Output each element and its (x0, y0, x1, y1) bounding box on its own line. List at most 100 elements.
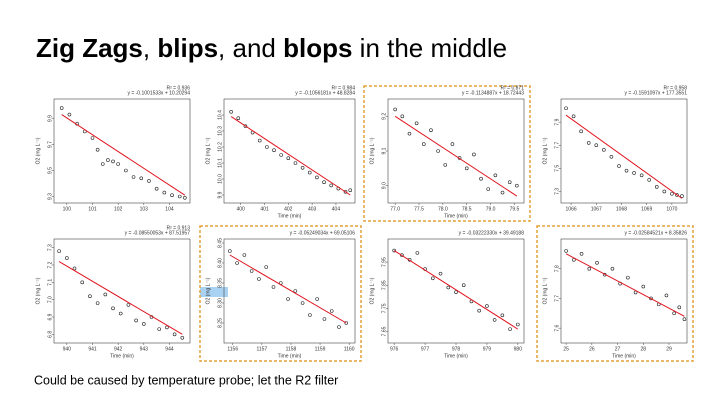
data-point (472, 152, 476, 157)
fit-equation: y = -0.03222330x + 39.49188 (459, 230, 525, 236)
plot-frame (223, 238, 356, 344)
x-tick-label: 977 (421, 346, 430, 352)
data-point (639, 173, 644, 178)
y-axis-label: O2 (mg L⁻¹) (35, 137, 41, 164)
x-tick-label: 103 (140, 206, 149, 212)
y-tick-label: 7.3 (554, 188, 560, 195)
data-point (344, 321, 349, 325)
x-tick-label: 102 (114, 206, 123, 212)
data-point (564, 106, 568, 111)
data-point (177, 194, 182, 199)
x-tick-label: 940 (63, 346, 72, 352)
data-point (265, 145, 269, 149)
data-point (147, 179, 151, 183)
data-point (300, 301, 305, 305)
data-point (343, 190, 348, 194)
data-point (111, 159, 115, 164)
data-point (170, 193, 174, 197)
data-point (479, 176, 483, 181)
y-tick-label: 8.40 (217, 258, 223, 268)
data-point (392, 248, 396, 253)
data-point (57, 249, 61, 253)
data-point (632, 171, 636, 175)
data-point (103, 292, 108, 297)
x-tick-label: 28 (641, 346, 647, 352)
fit-line (230, 116, 351, 196)
r-squared: R² = 0.936 (167, 85, 191, 91)
y-tick-label: 10.2 (217, 142, 223, 152)
x-tick-label: 25 (563, 346, 569, 352)
y-tick-label: 7.7 (554, 295, 560, 302)
y-tick-label: 6.8 (47, 331, 53, 338)
y-tick-label: 7.0 (47, 296, 53, 303)
y-axis-label: O2 (mg L⁻¹) (542, 277, 548, 304)
data-point (337, 325, 341, 329)
data-point (329, 183, 333, 188)
plot-frame (223, 98, 356, 204)
x-tick-label: 1157 (256, 346, 267, 352)
highlight-box (200, 287, 228, 297)
title-part: blips (157, 33, 218, 63)
data-point (329, 309, 334, 313)
fit-line (394, 115, 518, 197)
plot-frame (560, 238, 688, 344)
fit-equation: y = -0.1134887x + 18.72443 (462, 90, 524, 96)
data-point (450, 142, 455, 146)
data-point (286, 156, 291, 160)
data-point (675, 193, 679, 197)
data-point (126, 303, 131, 307)
data-point (609, 154, 614, 159)
y-tick-label: 10.0 (217, 174, 223, 184)
data-point (446, 285, 451, 290)
x-tick-label: 403 (308, 206, 317, 212)
data-point (111, 306, 115, 311)
x-tick-label: 1069 (641, 206, 652, 212)
highlight-frame (199, 225, 362, 362)
data-point (595, 260, 599, 265)
plot-frame (53, 98, 191, 204)
data-point (106, 158, 110, 162)
data-point (131, 175, 136, 179)
data-point (492, 318, 497, 322)
data-point (477, 308, 481, 313)
data-point (436, 149, 440, 153)
data-point (680, 194, 684, 198)
data-point (594, 143, 599, 148)
x-tick-label: 78.0 (438, 206, 448, 212)
data-point (617, 164, 621, 168)
r-squared: R² = 0.984 (332, 85, 356, 91)
data-point (508, 327, 512, 331)
data-point (485, 304, 489, 308)
data-point (407, 131, 412, 136)
y-tick-label: 6.9 (47, 313, 53, 320)
data-point (315, 175, 319, 180)
r-squared: R² = 0.913 (167, 225, 191, 231)
x-axis-label: Time (min) (444, 213, 468, 219)
data-point (500, 313, 505, 318)
x-tick-label: 78.5 (462, 206, 472, 212)
data-point (500, 190, 505, 195)
x-tick-label: 1159 (315, 346, 326, 352)
y-tick-label: 9.3 (47, 193, 53, 200)
y-axis-label: O2 (mg L⁻¹) (369, 277, 375, 304)
fit-line (58, 261, 183, 335)
data-point (626, 275, 630, 280)
data-point (431, 276, 435, 281)
data-point (116, 162, 120, 166)
x-axis-label: Time (min) (278, 353, 302, 359)
fit-equation: y = -0.08550053x + 87.51957 (125, 230, 191, 236)
y-tick-label: 7.95 (381, 257, 387, 267)
data-point (624, 168, 629, 173)
data-point (443, 163, 448, 167)
x-tick-label: 29 (666, 346, 672, 352)
data-point (571, 114, 576, 119)
data-point (124, 168, 128, 173)
x-tick-label: 26 (589, 346, 595, 352)
data-point (95, 147, 100, 152)
data-point (677, 305, 682, 310)
data-point (586, 141, 591, 145)
data-point (610, 266, 615, 271)
data-point (322, 180, 326, 184)
x-tick-label: 1068 (616, 206, 627, 212)
